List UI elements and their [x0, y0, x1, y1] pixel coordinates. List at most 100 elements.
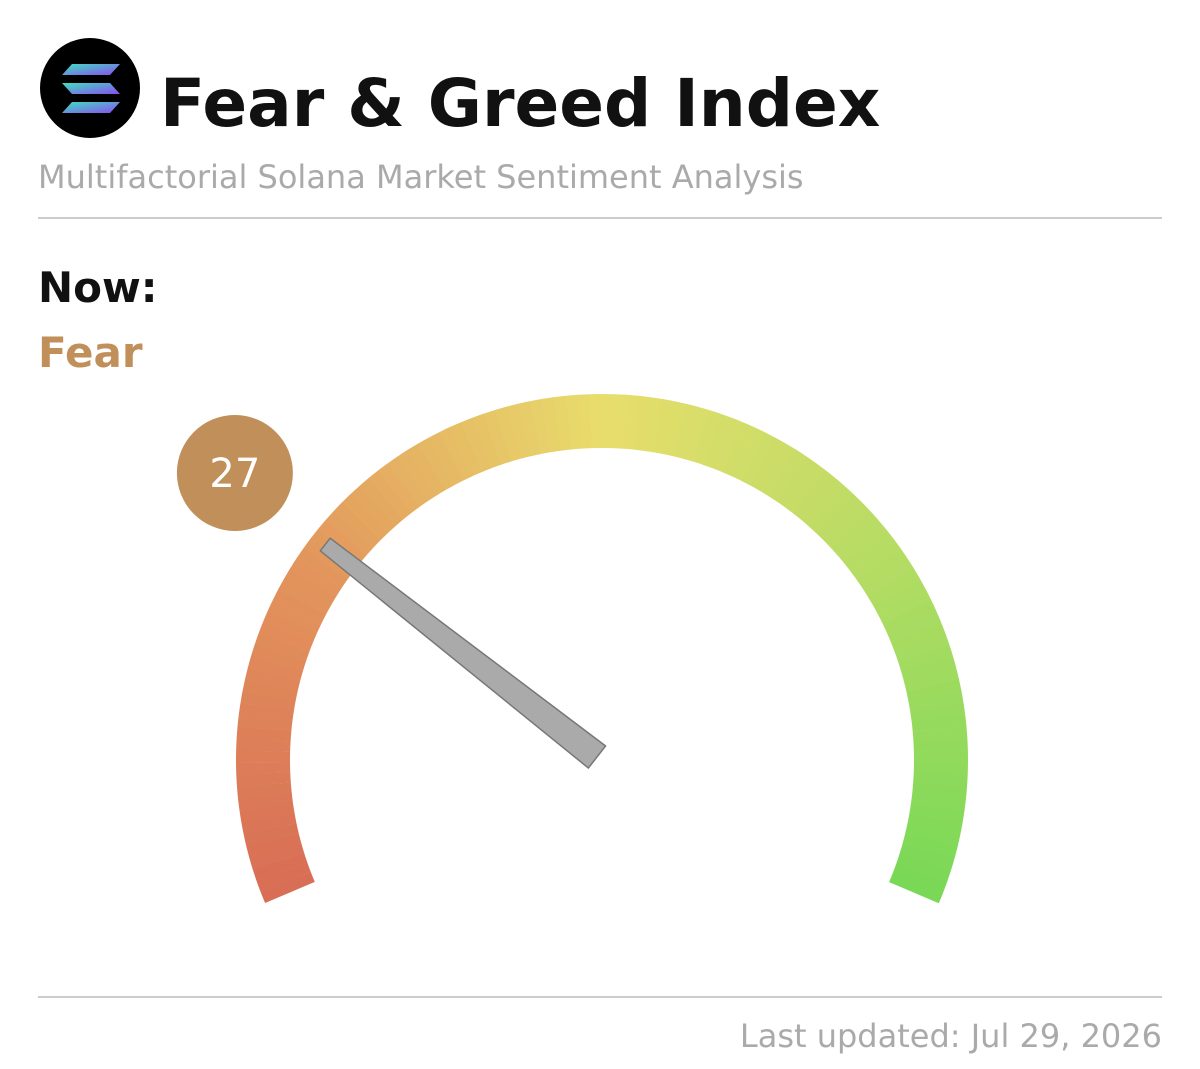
- gauge-segment: [673, 403, 698, 459]
- gauge-segment: [901, 655, 957, 682]
- gauge-segment: [912, 782, 968, 799]
- gauge-segment: [642, 397, 663, 453]
- gauge-segment: [850, 538, 901, 580]
- gauge-segment: [892, 862, 948, 893]
- gauge-segment: [602, 394, 615, 449]
- gauge-segment: [290, 557, 342, 597]
- gauge-segment: [577, 394, 592, 449]
- gauge-segment: [896, 853, 952, 881]
- gauge-segment: [284, 567, 337, 606]
- gauge-segment: [905, 823, 961, 847]
- subtitle: Multifactorial Solana Market Sentiment A…: [38, 158, 804, 196]
- gauge-segment: [236, 750, 291, 763]
- gauge-segment: [368, 470, 412, 520]
- gauge-segment: [909, 803, 965, 823]
- gauge-segment: [843, 528, 894, 572]
- gauge-segment: [418, 437, 455, 491]
- gauge-segment: [554, 395, 572, 451]
- gauge-segment: [236, 738, 291, 752]
- gauge-segment: [907, 813, 963, 835]
- gauge-segment: [911, 714, 967, 732]
- gauge-segment: [461, 417, 492, 472]
- gauge-segment: [776, 456, 817, 508]
- gauge-segment: [882, 599, 937, 633]
- gauge-segment: [913, 750, 968, 763]
- gauge-segment: [530, 398, 552, 455]
- gauge-segment: [428, 431, 464, 486]
- gauge-segment: [767, 449, 807, 502]
- gauge: 27: [176, 394, 968, 904]
- gauge-segment: [240, 690, 296, 712]
- gauge-segment: [823, 502, 871, 548]
- gauge-segment: [902, 833, 958, 858]
- gauge-segment: [622, 394, 639, 450]
- gauge-segment: [890, 621, 946, 652]
- gauge-segment: [407, 443, 446, 496]
- gauge-segment: [749, 437, 786, 491]
- gauge-segment: [542, 397, 562, 453]
- gauge-segment: [267, 599, 322, 633]
- gauge-segment: [683, 406, 709, 462]
- gauge-segment: [897, 644, 953, 672]
- gauge-segment: [837, 519, 886, 564]
- gauge-segment: [867, 568, 920, 606]
- gauge-segment: [249, 843, 305, 870]
- gauge-segment: [278, 578, 332, 615]
- gauge-segment: [910, 792, 966, 811]
- gauge-segment: [378, 462, 420, 514]
- gauge-segment: [236, 782, 292, 799]
- gauge-segment: [506, 403, 532, 459]
- gauge-segment: [303, 538, 354, 580]
- gauge-segment: [565, 394, 582, 450]
- gauge-segment: [236, 772, 291, 787]
- gauge-segment: [800, 477, 845, 527]
- gauge-segment: [663, 401, 686, 457]
- gauge-segment: [913, 762, 968, 775]
- footer: Last updated: Jul 29, 2026: [740, 1017, 1162, 1055]
- gauge-segment: [439, 426, 473, 481]
- gauge-segment: [721, 422, 754, 477]
- gauge-segment: [247, 655, 303, 682]
- gauge-segment: [241, 812, 297, 835]
- gauge-segment: [387, 456, 429, 507]
- gauge-segment: [784, 463, 826, 514]
- title: Fear & Greed Index: [160, 65, 880, 142]
- gauge-segment: [899, 843, 955, 870]
- gauge-segment: [246, 833, 302, 858]
- gauge-segment: [333, 501, 381, 548]
- gauge-segment: [450, 422, 483, 477]
- gauge-segment: [816, 493, 862, 541]
- value-label: 27: [209, 451, 260, 497]
- gauge-segment: [483, 409, 512, 465]
- gauge-segment: [702, 413, 732, 469]
- gauge-segment: [910, 702, 966, 722]
- gauge-segment: [260, 872, 315, 904]
- gauge-segment: [758, 443, 797, 496]
- gauge-segment: [245, 667, 301, 691]
- gauge-segment: [272, 588, 327, 624]
- gauge-segment: [612, 394, 627, 449]
- gauge-segment: [912, 726, 968, 742]
- gauge-segment: [242, 678, 298, 702]
- gauge-segment: [256, 862, 311, 892]
- gauge-segment: [589, 394, 603, 449]
- gauge-segment: [913, 738, 968, 753]
- gauge-segment: [808, 485, 854, 534]
- gauge-segment: [263, 610, 318, 643]
- gauge-segment: [258, 621, 314, 652]
- gauge-segment: [238, 702, 294, 722]
- gauge-segment: [903, 667, 959, 692]
- gauge-segment: [251, 644, 307, 672]
- gauge-segment: [889, 872, 944, 904]
- gauge-segment: [342, 493, 389, 541]
- gauge-segment: [632, 395, 651, 451]
- gauge-segment: [653, 398, 674, 455]
- gauge-segment: [239, 802, 295, 823]
- needle: [319, 537, 607, 769]
- gauge-segment: [495, 406, 522, 462]
- gauge-segment: [243, 823, 299, 846]
- gauge-segment: [731, 426, 765, 481]
- gauge-segment: [238, 792, 293, 811]
- status: Fear: [38, 328, 143, 377]
